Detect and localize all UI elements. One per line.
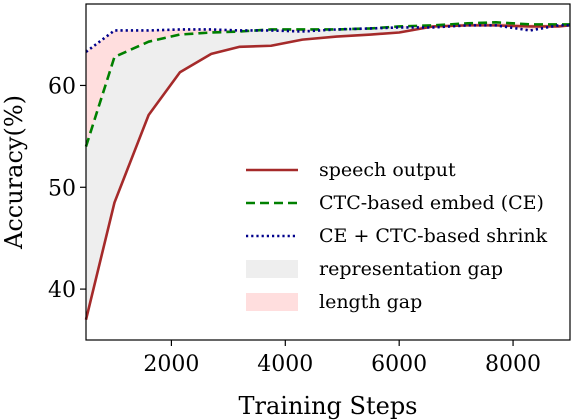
legend-label: representation gap	[319, 258, 503, 280]
series-line-2	[84, 21, 570, 147]
legend-label: CTC-based embed (CE)	[319, 192, 544, 214]
y-tick-label: 50	[48, 176, 76, 201]
legend-label: length gap	[319, 291, 422, 313]
gap-fills	[86, 22, 570, 320]
plot-frame	[85, 3, 571, 341]
x-axis-label: Training Steps	[238, 392, 417, 420]
x-tick-label: 6000	[371, 352, 427, 377]
y-tick-label: 40	[48, 278, 76, 303]
x-tick-label: 4000	[257, 352, 313, 377]
legend-swatch-fill	[246, 293, 298, 311]
fill-length-gap	[86, 22, 570, 147]
legend: speech output CTC-based embed (CE) CE + CT…	[246, 159, 548, 313]
fill-representation-gap	[86, 22, 570, 320]
y-tick-label: 60	[48, 74, 76, 99]
x-tick-label: 2000	[143, 352, 199, 377]
x-tick-label: 8000	[485, 352, 541, 377]
legend-swatch-fill	[246, 260, 298, 278]
y-axis-label: Accuracy(%)	[0, 95, 28, 250]
legend-label: CE + CTC-based shrink	[319, 225, 548, 247]
series-lines	[84, 21, 571, 320]
axis-ticks: 2000 4000 6000 8000 40 50 60	[48, 74, 541, 377]
series-line-1	[84, 24, 571, 320]
legend-label: speech output	[319, 159, 456, 181]
